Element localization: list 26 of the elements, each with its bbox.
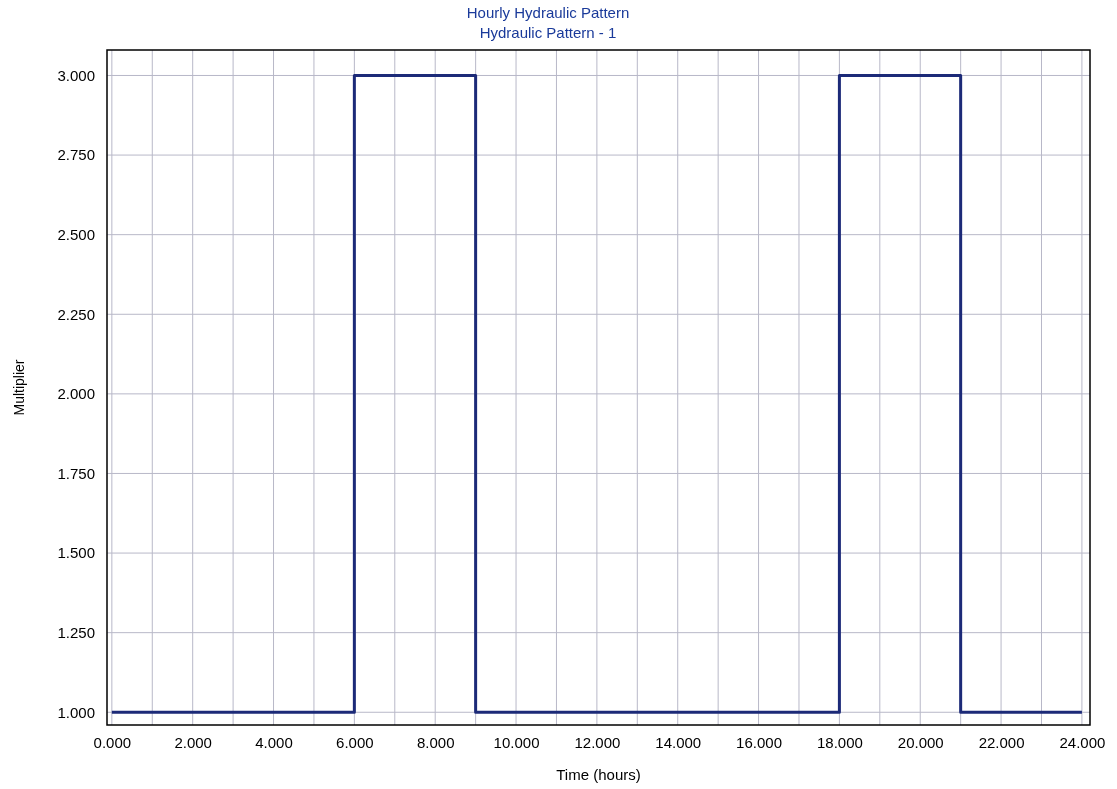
x-tick-label: 16.000 [736, 733, 783, 751]
x-tick-label: 14.000 [655, 733, 702, 751]
x-tick-label: 22.000 [978, 733, 1025, 751]
y-axis-title: Multiplier [11, 359, 27, 416]
y-tick-label: 2.500 [57, 225, 95, 243]
x-tick-label: 24.000 [1059, 733, 1106, 751]
x-tick-label: 10.000 [493, 733, 540, 751]
y-tick-label: 2.750 [57, 146, 95, 164]
chart-subtitle: Hydraulic Pattern - 1 [479, 24, 617, 41]
x-tick-label: 6.000 [336, 733, 374, 751]
x-tick-label: 0.000 [93, 733, 132, 751]
y-tick-label: 1.750 [57, 464, 95, 482]
x-tick-label: 2.000 [174, 733, 212, 751]
x-tick-label: 8.000 [416, 733, 455, 751]
x-axis-title: Time (hours) [556, 766, 641, 783]
y-tick-label: 2.250 [57, 305, 95, 323]
y-tick-label: 3.000 [57, 66, 95, 84]
x-tick-label: 20.000 [897, 733, 944, 751]
x-tick-label: 18.000 [816, 733, 863, 751]
y-tick-label: 2.000 [57, 385, 95, 403]
chart-title: Hourly Hydraulic Pattern [466, 4, 630, 21]
y-tick-label: 1.000 [57, 703, 95, 721]
y-tick-label: 1.250 [57, 623, 95, 641]
x-tick-label: 4.000 [255, 733, 293, 751]
x-tick-label: 12.000 [574, 733, 621, 751]
y-tick-label: 1.500 [57, 544, 95, 562]
